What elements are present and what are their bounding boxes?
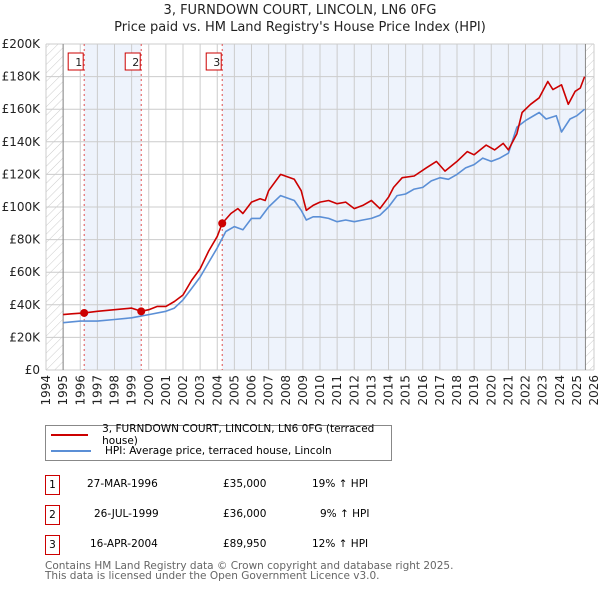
transaction-number: 2 xyxy=(45,505,60,525)
x-tick-label: 2010 xyxy=(313,375,327,406)
sale-marker-box xyxy=(205,52,222,71)
y-tick-label: £140K xyxy=(2,135,42,149)
transaction-date: 16-APR-2004 xyxy=(90,538,158,550)
hpi-line xyxy=(63,108,586,324)
footer-licence: This data is licensed under the Open Gov… xyxy=(45,570,380,582)
x-tick-label: 2013 xyxy=(364,375,378,406)
property-swatch xyxy=(51,434,89,436)
x-tick-label: 2011 xyxy=(330,375,344,406)
transaction-hpi: 12% ↑ HPI xyxy=(312,538,369,550)
footer: Contains HM Land Registry data © Crown c… xyxy=(45,560,454,582)
sale-marker-label: 3 xyxy=(213,56,220,69)
x-tick-label: 2001 xyxy=(159,375,173,406)
x-tick-label: 2019 xyxy=(467,375,481,406)
footer-copyright: Contains HM Land Registry data © Crown c… xyxy=(45,560,454,572)
y-tick-label: £0 xyxy=(25,363,40,377)
sale-marker-label: 2 xyxy=(132,56,139,69)
x-tick-label: 2007 xyxy=(262,375,276,406)
transaction-date: 27-MAR-1996 xyxy=(87,478,158,490)
x-tick-label: 2016 xyxy=(416,375,430,406)
y-tick-label: £60K xyxy=(9,265,41,279)
price-chart: £0 £20K £40K £60K £80K £100K £120K £140K £160K £1… xyxy=(2,37,600,406)
chart-title: 3, FURNDOWN COURT, LINCOLN, LN6 0FG xyxy=(163,3,437,18)
y-tick-label: £80K xyxy=(9,233,41,247)
y-tick-label: £160K xyxy=(2,102,42,116)
x-tick-label: 1998 xyxy=(108,375,122,406)
legend-label-property: 3, FURNDOWN COURT, LINCOLN, LN6 0FG (ter… xyxy=(102,423,375,447)
y-tick-label: £120K xyxy=(2,167,42,181)
legend: 3, FURNDOWN COURT, LINCOLN, LN6 0FG (ter… xyxy=(45,423,392,461)
transaction-price: £36,000 xyxy=(223,508,267,520)
hpi-swatch xyxy=(51,450,91,452)
transaction-hpi: 19% ↑ HPI xyxy=(312,478,369,490)
x-tick-label: 2012 xyxy=(347,375,361,406)
x-tick-label: 2009 xyxy=(296,375,310,406)
x-tick-label: 2017 xyxy=(433,375,447,406)
transaction-date: 26-JUL-1999 xyxy=(94,508,159,520)
y-tick-label: £200K xyxy=(2,37,42,51)
x-tick-label: 2006 xyxy=(245,375,259,406)
sale-marker-box xyxy=(67,52,84,71)
x-tick-label: 2014 xyxy=(382,375,396,406)
x-tick-label: 1999 xyxy=(125,375,139,406)
y-tick-label: £100K xyxy=(2,200,42,214)
x-tick-label: 2021 xyxy=(501,375,515,406)
sale-point xyxy=(137,307,146,316)
legend-label-hpi: HPI: Average price, terraced house, Linc… xyxy=(105,445,332,457)
transaction-number: 3 xyxy=(45,535,60,555)
y-tick-label: £40K xyxy=(9,298,41,312)
y-tick-label: £180K xyxy=(2,70,42,84)
property-price-line xyxy=(63,76,586,316)
x-tick-label: 2003 xyxy=(193,375,207,406)
transaction-row: 2 26-JUL-1999 £36,000 9% ↑ HPI xyxy=(45,505,465,525)
x-tick-label: 1996 xyxy=(73,375,87,406)
x-tick-label: 2023 xyxy=(536,375,550,406)
transaction-row: 1 27-MAR-1996 £35,000 19% ↑ HPI xyxy=(45,475,465,495)
sale-point xyxy=(218,219,227,228)
transaction-number: 1 xyxy=(45,475,60,495)
x-tick-label: 1994 xyxy=(39,375,53,406)
sale-marker-label: 1 xyxy=(75,56,82,69)
legend-item-property: 3, FURNDOWN COURT, LINCOLN, LN6 0FG (ter… xyxy=(46,423,391,447)
sale-marker-box xyxy=(124,52,141,71)
transaction-hpi: 9% ↑ HPI xyxy=(320,508,370,520)
x-tick-label: 1997 xyxy=(90,375,104,406)
x-tick-label: 2022 xyxy=(519,375,533,406)
x-tick-label: 2015 xyxy=(399,375,413,406)
transaction-row: 3 16-APR-2004 £89,950 12% ↑ HPI xyxy=(45,535,465,555)
chart-subtitle: Price paid vs. HM Land Registry's House … xyxy=(114,20,486,35)
x-tick-label: 2000 xyxy=(142,375,156,406)
transaction-price: £35,000 xyxy=(223,478,267,490)
transaction-price: £89,950 xyxy=(223,538,267,550)
x-tick-label: 2020 xyxy=(484,375,498,406)
x-tick-label: 2018 xyxy=(450,375,464,406)
x-tick-label: 2002 xyxy=(176,375,190,406)
x-tick-label: 2026 xyxy=(587,375,600,406)
x-tick-label: 2005 xyxy=(227,375,241,406)
sale-point xyxy=(80,308,89,317)
x-tick-label: 2024 xyxy=(553,375,567,406)
x-tick-label: 2025 xyxy=(570,375,584,406)
y-tick-label: £20K xyxy=(9,330,41,344)
legend-item-hpi: HPI: Average price, terraced house, Linc… xyxy=(46,443,332,459)
x-tick-label: 1995 xyxy=(56,375,70,406)
x-tick-label: 2008 xyxy=(279,375,293,406)
x-tick-label: 2004 xyxy=(210,375,224,406)
